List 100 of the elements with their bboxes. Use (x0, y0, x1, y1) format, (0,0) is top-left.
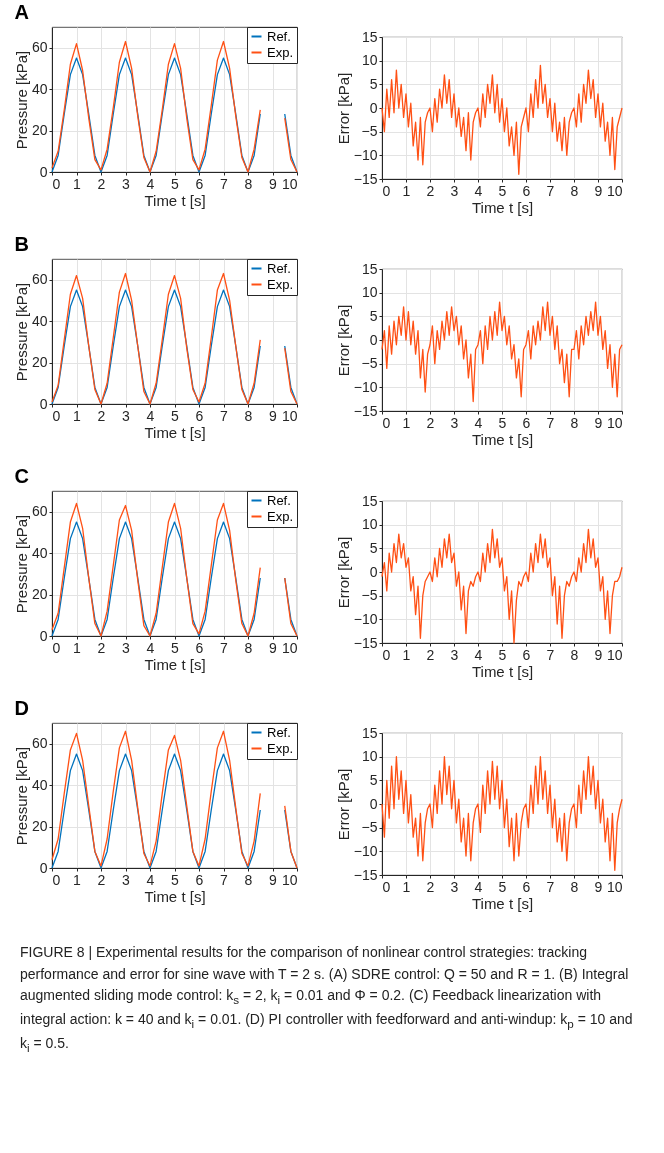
x-tick-label: 0 (382, 182, 391, 199)
x-tick-label: 5 (498, 878, 507, 895)
x-tick-label: 8 (244, 639, 253, 656)
x-tick-label: 4 (146, 639, 155, 656)
x-tick-label: 10 (281, 175, 298, 192)
y-tick-label: 5 (369, 307, 378, 324)
legend-label: Exp. (267, 44, 294, 60)
x-tick-label: 3 (450, 878, 459, 895)
x-tick-label: 5 (498, 414, 507, 431)
y-tick-label: −15 (353, 866, 378, 883)
line-series (381, 301, 623, 403)
x-tick-label: 4 (474, 182, 483, 199)
x-tick-label: 2 (97, 407, 106, 424)
line-series (381, 756, 623, 871)
x-tick-label: 6 (522, 414, 531, 431)
x-tick-label: 1 (402, 646, 411, 663)
x-tick-label: 2 (426, 414, 435, 431)
x-tick-label: 3 (122, 407, 131, 424)
y-tick-label: −10 (353, 842, 378, 859)
y-axis-title: Error [kPa] (334, 768, 352, 841)
y-axis-title: Error [kPa] (334, 72, 352, 145)
x-tick-label: 2 (97, 871, 106, 888)
y-tick-label: 40 (31, 80, 48, 97)
y-tick-label: 40 (31, 776, 48, 793)
x-tick-label: 2 (97, 639, 106, 656)
x-tick-label: 10 (606, 646, 623, 663)
x-tick-label: 9 (594, 182, 603, 199)
x-tick-label: 5 (171, 639, 180, 656)
x-tick-label: 0 (382, 414, 391, 431)
y-tick-label: 0 (39, 859, 48, 876)
y-tick-label: −10 (353, 610, 378, 627)
x-tick-label: 6 (195, 407, 204, 424)
y-tick-label: 0 (39, 627, 48, 644)
chart-title: A (14, 0, 29, 23)
y-tick-label: −5 (361, 587, 378, 604)
x-tick-label: 10 (606, 414, 623, 431)
x-tick-label: 4 (146, 175, 155, 192)
y-tick-label: −15 (353, 170, 378, 187)
x-tick-label: 6 (522, 878, 531, 895)
x-tick-label: 7 (546, 182, 555, 199)
x-tick-label: 6 (522, 646, 531, 663)
y-axis-title: Pressure [kPa] (12, 282, 30, 382)
y-tick-label: 60 (31, 271, 48, 288)
y-tick-label: 20 (31, 354, 48, 371)
x-tick-label: 9 (594, 878, 603, 895)
text: FIGURE 8 | Experimental results for the comparison of nonlinear control strategies: tracking performance and error for sine wave with T = 2 s. (A) SDRE control: Q = 50 and R = 1. (B) Integral augmented sliding mode control: k$_{s}$ = 2, k$_{i}$ = 0.01 and Φ = 0.2. (C) Feedback linearization with integral action: k = 40 and k$_{i}$ = 0.01. (D) PI controller with feedforward and anti-windup: k$_{p}$ = 10 and k$_{i}$ = 0.5. (20, 944, 633, 1054)
legend-label: Ref. (267, 724, 291, 740)
x-tick-label: 8 (570, 414, 579, 431)
y-tick-label: −5 (361, 355, 378, 372)
x-tick-label: 4 (474, 646, 483, 663)
legend-label: Ref. (267, 28, 291, 44)
y-tick-label: −10 (353, 146, 378, 163)
x-tick-label: 4 (146, 407, 155, 424)
x-tick-label: 2 (97, 175, 106, 192)
x-tick-label: 1 (73, 175, 82, 192)
x-tick-label: 0 (382, 878, 391, 895)
legend-label: Ref. (267, 260, 291, 276)
x-tick-label: 4 (146, 871, 155, 888)
x-tick-label: 3 (450, 182, 459, 199)
legend-label: Ref. (267, 492, 291, 508)
x-tick-label: 4 (474, 414, 483, 431)
x-tick-label: 5 (498, 646, 507, 663)
x-tick-label: 7 (220, 407, 229, 424)
y-tick-label: 10 (361, 516, 378, 533)
x-tick-label: 3 (122, 639, 131, 656)
x-tick-label: 7 (546, 646, 555, 663)
x-axis-title: Time t [s] (471, 662, 534, 680)
x-tick-label: 8 (244, 871, 253, 888)
y-tick-label: 5 (369, 771, 378, 788)
x-tick-label: 9 (594, 414, 603, 431)
x-tick-label: 6 (195, 639, 204, 656)
chart-title: D (14, 696, 29, 719)
y-tick-label: 40 (31, 312, 48, 329)
x-tick-label: 1 (73, 407, 82, 424)
x-tick-label: 10 (281, 639, 298, 656)
y-axis-title: Pressure [kPa] (12, 50, 30, 150)
y-tick-label: 60 (31, 39, 48, 56)
x-tick-label: 7 (220, 639, 229, 656)
x-tick-label: 10 (281, 871, 298, 888)
x-tick-label: 10 (281, 407, 298, 424)
x-tick-label: 0 (52, 175, 61, 192)
chart-title: B (14, 232, 29, 255)
x-tick-label: 1 (402, 878, 411, 895)
y-tick-label: 15 (361, 492, 378, 509)
legend-label: Exp. (267, 508, 294, 524)
x-tick-label: 9 (269, 407, 278, 424)
y-tick-label: 40 (31, 544, 48, 561)
y-tick-label: −5 (361, 819, 378, 836)
line-series (381, 64, 623, 175)
x-tick-label: 8 (570, 182, 579, 199)
y-tick-label: 60 (31, 503, 48, 520)
x-tick-label: 5 (171, 871, 180, 888)
y-tick-label: 0 (369, 563, 378, 580)
x-tick-label: 0 (382, 646, 391, 663)
x-tick-label: 0 (52, 871, 61, 888)
y-axis-title: Pressure [kPa] (12, 746, 30, 846)
y-tick-label: 20 (31, 818, 48, 835)
x-tick-label: 8 (244, 175, 253, 192)
y-tick-label: 10 (361, 748, 378, 765)
x-tick-label: 6 (195, 175, 204, 192)
